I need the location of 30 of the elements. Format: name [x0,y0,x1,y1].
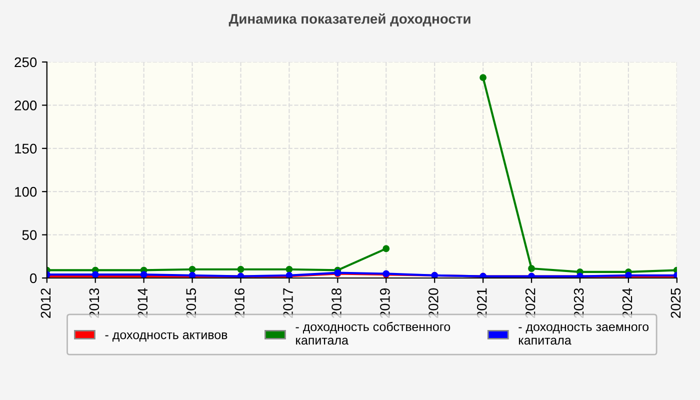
point [480,74,487,82]
x-tick-label: 2012 [40,288,51,318]
y-tick-label: 200 [14,100,37,110]
chart-title: Динамика показателей доходности [228,13,470,26]
legend-label: - доходность заемного капитала [518,324,649,345]
y-tick-label: 250 [14,57,37,68]
y-tick-label: 150 [15,144,37,154]
y-tick-label: 0 [30,273,37,284]
x-tick-label: 2023 [574,288,584,318]
point [382,245,390,252]
point [237,266,244,273]
x-tick-label: 2013 [89,288,100,318]
x-tick-label: 2019 [380,288,390,318]
y-tick-label: 100 [15,186,37,197]
x-tick-label: 2014 [138,288,148,318]
legend-label: - доходность собственного капитала [296,322,450,345]
legend-label: - доходность активов [105,332,228,342]
point [188,266,196,273]
x-tick-label: 2025 [670,288,681,318]
x-tick-label: 2021 [476,288,487,318]
x-tick-label: 2015 [186,288,196,318]
point [528,265,535,272]
y-tick-label: 50 [22,230,37,240]
x-tick-label: 2020 [428,288,438,318]
x-tick-label: 2017 [283,288,293,318]
x-tick-label: 2022 [525,288,536,318]
x-tick-label: 2016 [234,288,244,318]
x-tick-label: 2018 [332,288,342,318]
point [286,266,293,273]
x-tick-label: 2024 [622,288,632,318]
